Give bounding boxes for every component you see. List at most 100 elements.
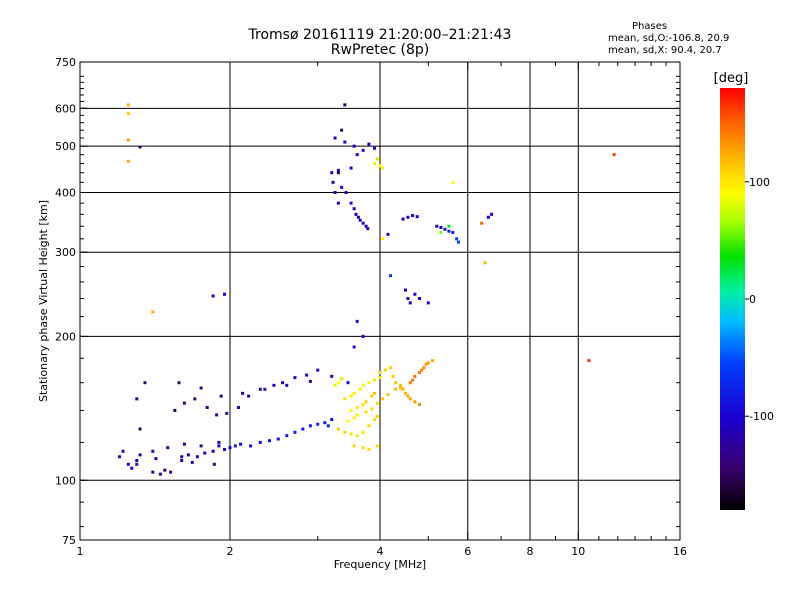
data-point xyxy=(182,401,186,405)
data-point xyxy=(355,434,359,438)
y-tick-label: 600 xyxy=(55,102,76,115)
data-point xyxy=(381,397,385,401)
data-point xyxy=(349,166,353,170)
data-point xyxy=(399,383,403,387)
data-point xyxy=(182,442,186,446)
data-point xyxy=(163,468,167,472)
data-point xyxy=(486,215,490,219)
data-point xyxy=(355,153,359,157)
data-point xyxy=(336,381,340,385)
data-point xyxy=(258,440,262,444)
data-point xyxy=(349,432,353,436)
data-point xyxy=(249,444,253,448)
data-point xyxy=(166,446,170,450)
data-point xyxy=(424,362,428,366)
data-point xyxy=(199,386,203,390)
data-point xyxy=(490,212,494,216)
data-point xyxy=(373,418,377,422)
data-point xyxy=(612,153,616,157)
data-point xyxy=(373,391,377,395)
data-point xyxy=(420,368,424,372)
data-point xyxy=(228,446,232,450)
data-point xyxy=(457,240,461,244)
data-point xyxy=(401,217,405,221)
axis-ticks: 1 2 4 6 8 10 16 75 100 200 300 400 500 600 750 xyxy=(55,56,687,558)
data-point xyxy=(308,379,312,383)
x-tick-label: 1 xyxy=(77,545,84,558)
data-point xyxy=(340,377,344,381)
data-point xyxy=(263,387,267,391)
colorbar-tick-label: 0 xyxy=(749,293,756,306)
data-point xyxy=(239,442,243,446)
data-point xyxy=(236,405,240,409)
data-point xyxy=(361,221,365,225)
data-point xyxy=(305,373,309,377)
y-tick-label: 300 xyxy=(55,246,76,259)
data-point xyxy=(308,424,312,428)
data-point xyxy=(356,215,360,219)
data-point xyxy=(381,237,385,241)
y-tick-label: 100 xyxy=(55,474,76,487)
y-tick-label: 75 xyxy=(62,534,76,547)
colorbar xyxy=(720,88,745,510)
data-point xyxy=(199,444,203,448)
data-point xyxy=(406,394,410,398)
data-point xyxy=(417,297,421,301)
data-point xyxy=(205,405,209,409)
data-point xyxy=(399,386,403,390)
data-point xyxy=(375,444,379,448)
data-point xyxy=(326,424,330,428)
data-point xyxy=(389,366,393,370)
data-point xyxy=(364,410,368,414)
y-axis-label: Stationary phase Virtual Height [km] xyxy=(37,200,50,402)
data-point xyxy=(225,411,229,415)
data-point xyxy=(173,408,177,412)
data-point xyxy=(241,391,245,395)
data-point xyxy=(422,366,426,370)
data-point xyxy=(352,144,356,148)
data-point xyxy=(333,136,337,140)
data-point xyxy=(403,288,407,292)
x-tick-label: 2 xyxy=(227,545,234,558)
data-point xyxy=(346,419,350,423)
data-point xyxy=(219,394,223,398)
data-point xyxy=(333,190,337,194)
data-point xyxy=(361,148,365,152)
data-point xyxy=(344,190,348,194)
colorbar-tick-label: -100 xyxy=(749,410,774,423)
data-point xyxy=(352,207,356,211)
data-point xyxy=(323,421,327,425)
data-point xyxy=(378,164,382,168)
data-point xyxy=(138,453,142,457)
data-point xyxy=(333,383,337,387)
x-tick-label: 10 xyxy=(571,545,585,558)
data-point xyxy=(451,180,455,184)
data-point xyxy=(336,427,340,431)
data-point xyxy=(138,427,142,431)
data-point xyxy=(361,430,365,434)
data-point xyxy=(330,171,334,175)
data-point xyxy=(358,218,362,222)
grid-lines xyxy=(80,62,680,540)
x-tick-label: 6 xyxy=(464,545,471,558)
data-point xyxy=(381,166,385,170)
data-point xyxy=(451,230,455,234)
data-point xyxy=(408,397,412,401)
data-point xyxy=(135,397,139,401)
data-point xyxy=(211,449,215,453)
data-point xyxy=(394,387,398,391)
data-point xyxy=(247,394,251,398)
data-point xyxy=(361,334,365,338)
y-tick-label: 200 xyxy=(55,330,76,343)
data-point xyxy=(233,444,237,448)
data-point xyxy=(316,422,320,426)
data-point xyxy=(426,301,430,305)
data-point xyxy=(378,371,382,375)
data-point xyxy=(406,297,410,301)
data-point xyxy=(413,292,417,296)
data-point xyxy=(373,161,377,165)
data-point xyxy=(431,359,435,363)
data-point xyxy=(367,142,371,146)
data-point xyxy=(366,227,370,231)
chart-subtitle: RwPretec (8p) xyxy=(330,42,430,58)
